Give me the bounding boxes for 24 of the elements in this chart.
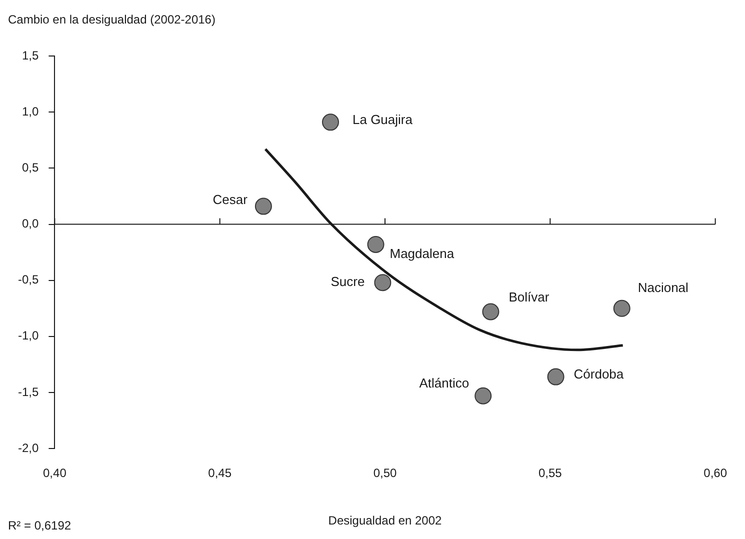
y-tick-label: -0,5 (18, 272, 39, 287)
x-tick-label: 0,55 (538, 466, 562, 480)
y-tick-label: -1,5 (18, 384, 39, 399)
x-tick-label: 0,40 (43, 466, 67, 480)
y-tick-label: 0,0 (22, 216, 39, 231)
series-label: Córdoba (574, 366, 624, 382)
y-tick-label: -1,0 (18, 328, 39, 343)
series-label: Nacional (638, 280, 689, 295)
y-tick-label: 1,0 (22, 104, 39, 118)
y-tick-label: 1,5 (22, 48, 39, 62)
y-tick-label: 0,5 (22, 160, 39, 174)
y-axis-title: Cambio en la desigualdad (2002-2016) (8, 12, 216, 26)
text: R² = 0,6192 (8, 518, 72, 532)
series-label: Bolívar (508, 289, 550, 304)
x-tick-label: 0,60 (704, 466, 728, 480)
series-label: Sucre (330, 274, 365, 290)
x-tick-label: 0,45 (208, 466, 232, 480)
y-tick-label: -2,0 (18, 440, 39, 455)
series-label: Magdalena (390, 246, 455, 262)
x-axis-title: Desigualdad en 2002 (328, 513, 442, 528)
series-label: La Guajira (352, 112, 414, 127)
series-label: Cesar (212, 192, 248, 207)
x-tick-label: 0,50 (373, 466, 397, 480)
series-label: Atlántico (419, 375, 470, 390)
